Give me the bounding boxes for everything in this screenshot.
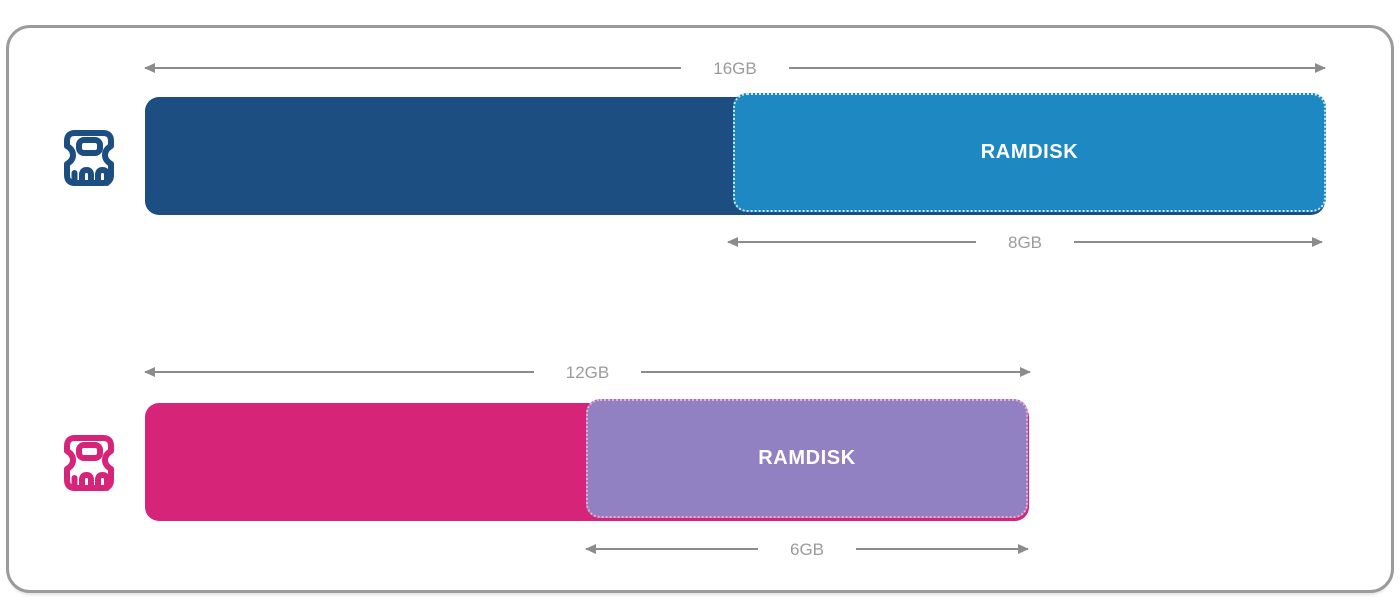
- ram-module-icon: [57, 431, 121, 495]
- arrow-shaft-right: [856, 544, 1029, 554]
- dimension-arrow-6gb: 6GB: [585, 539, 1029, 559]
- arrow-shaft-right: [1074, 237, 1323, 247]
- ramdisk-label: RAMDISK: [980, 141, 1079, 163]
- ram-module-icon: [57, 126, 121, 190]
- dimension-arrow-8gb: 8GB: [727, 232, 1323, 252]
- dimension-arrow-16gb: 16GB: [143, 58, 1327, 78]
- arrow-shaft-right: [641, 367, 1031, 377]
- size-label-12gb: 12GB: [565, 362, 610, 382]
- ramdisk-box-6gb: RAMDISK: [586, 399, 1028, 518]
- size-label-6gb: 6GB: [789, 539, 825, 559]
- arrow-shaft-left: [143, 63, 682, 73]
- ramdisk-box-8gb: RAMDISK: [733, 93, 1326, 212]
- ramdisk-label: RAMDISK: [758, 447, 856, 469]
- arrow-shaft-right: [788, 63, 1327, 73]
- arrow-shaft-left: [727, 237, 976, 247]
- arrow-shaft-left: [585, 544, 758, 554]
- arrow-shaft-left: [144, 367, 534, 377]
- size-label-16gb: 16GB: [713, 58, 757, 78]
- dimension-arrow-12gb: 12GB: [144, 362, 1031, 382]
- size-label-8gb: 8GB: [1007, 232, 1043, 252]
